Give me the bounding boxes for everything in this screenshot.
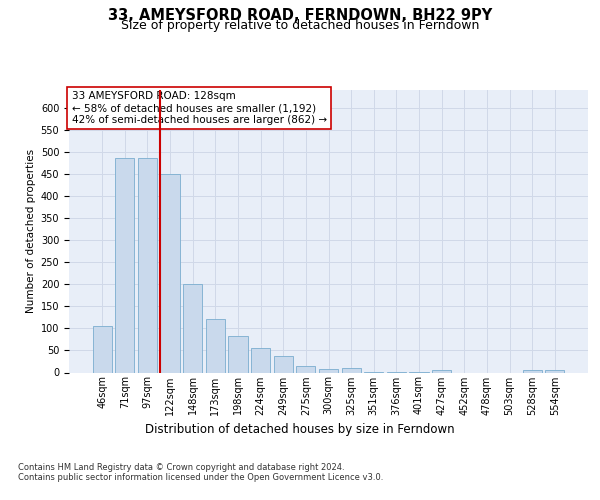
Text: 33, AMEYSFORD ROAD, FERNDOWN, BH22 9PY: 33, AMEYSFORD ROAD, FERNDOWN, BH22 9PY	[108, 8, 492, 22]
Bar	[115, 158, 134, 372]
Text: Contains HM Land Registry data © Crown copyright and database right 2024.
Contai: Contains HM Land Registry data © Crown c…	[18, 462, 383, 482]
Bar	[183, 284, 202, 372]
Bar	[432, 370, 451, 372]
Bar	[545, 370, 565, 372]
Text: Distribution of detached houses by size in Ferndown: Distribution of detached houses by size …	[145, 422, 455, 436]
Y-axis label: Number of detached properties: Number of detached properties	[26, 149, 37, 314]
Bar	[138, 158, 157, 372]
Bar	[251, 348, 270, 372]
Text: Size of property relative to detached houses in Ferndown: Size of property relative to detached ho…	[121, 19, 479, 32]
Bar	[92, 326, 112, 372]
Bar	[206, 318, 225, 372]
Bar	[160, 174, 180, 372]
Bar	[341, 368, 361, 372]
Bar	[229, 336, 248, 372]
Bar	[274, 356, 293, 372]
Bar	[296, 366, 316, 372]
Text: 33 AMEYSFORD ROAD: 128sqm
← 58% of detached houses are smaller (1,192)
42% of se: 33 AMEYSFORD ROAD: 128sqm ← 58% of detac…	[71, 92, 327, 124]
Bar	[319, 369, 338, 372]
Bar	[523, 370, 542, 372]
